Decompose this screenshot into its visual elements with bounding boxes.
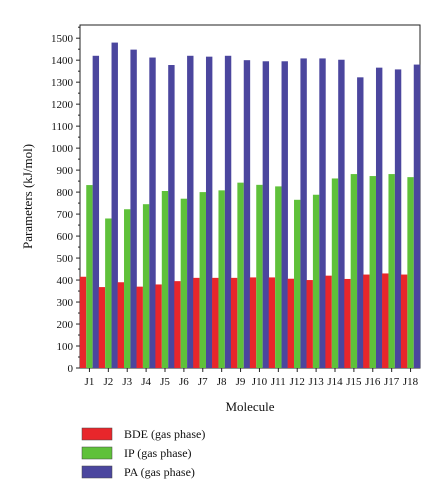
x-tick-label: J18 <box>403 376 419 388</box>
legend-label: IP (gas phase) <box>124 446 192 460</box>
bar-ip-j12 <box>294 199 301 368</box>
bar-bde-j18 <box>400 274 408 368</box>
legend: BDE (gas phase) IP (gas phase) PA (gas pha… <box>81 427 205 479</box>
bar-bde-j10 <box>249 277 257 368</box>
bar-ip-j16 <box>369 176 376 368</box>
bar-bde-j17 <box>382 273 389 368</box>
bar-ip-j2 <box>105 218 112 368</box>
bar-ip-j1 <box>86 185 93 368</box>
y-tick-label: 200 <box>57 319 74 331</box>
bar-bde-j8 <box>212 277 219 368</box>
x-tick-label: J8 <box>217 376 227 388</box>
bar-ip-j6 <box>180 198 188 368</box>
legend-swatch <box>81 427 113 441</box>
bar-pa-j7 <box>205 56 213 369</box>
bar-pa-j11 <box>281 61 288 369</box>
bar-ip-j9 <box>237 182 244 368</box>
bar-pa-j12 <box>300 58 307 369</box>
bar-bde-j6 <box>174 281 181 368</box>
bar-bde-j12 <box>287 278 295 368</box>
y-tick-label: 500 <box>57 253 74 265</box>
bar-bde-j1 <box>79 276 87 368</box>
bar-pa-j13 <box>319 58 326 369</box>
y-tick-label: 300 <box>57 297 74 309</box>
bar-bde-j9 <box>230 277 238 368</box>
x-tick-label: J13 <box>308 376 324 388</box>
bar-pa-j14 <box>338 59 345 368</box>
bar-ip-j13 <box>312 194 320 368</box>
bar-bde-j3 <box>117 282 125 368</box>
x-tick-label: J14 <box>327 376 343 388</box>
y-tick-label: 100 <box>57 341 74 353</box>
y-tick-label: 1100 <box>51 121 73 133</box>
bar-ip-j8 <box>218 190 225 368</box>
bar-bde-j14 <box>325 275 332 368</box>
x-tick-label: J9 <box>236 376 246 388</box>
bar-pa-j3 <box>130 49 137 368</box>
x-tick-label: J10 <box>252 376 268 388</box>
bar-pa-j15 <box>357 77 364 368</box>
bar-pa-j5 <box>168 65 175 369</box>
y-tick-label: 800 <box>57 187 74 199</box>
bar-pa-j16 <box>375 67 383 369</box>
y-tick-label: 1500 <box>51 33 74 45</box>
y-tick-label: 400 <box>57 275 74 287</box>
x-tick-label: J2 <box>103 376 113 388</box>
y-tick-label: 700 <box>57 209 74 221</box>
x-tick-label: J7 <box>198 376 208 388</box>
y-tick-label: 600 <box>57 231 74 243</box>
bar-bde-j5 <box>155 284 162 368</box>
y-tick-label: 1400 <box>51 55 74 67</box>
bar-ip-j18 <box>407 177 414 368</box>
bar-ip-j5 <box>161 191 169 368</box>
legend-swatch <box>81 465 113 479</box>
x-tick-label: J12 <box>290 376 305 388</box>
bar-pa-j2 <box>111 42 118 368</box>
x-tick-label: J3 <box>122 376 132 388</box>
bar-bde-j4 <box>136 286 143 368</box>
bar-ip-j15 <box>350 174 358 368</box>
bar-ip-j10 <box>256 184 263 368</box>
bar-bde-j7 <box>193 277 200 368</box>
bar-pa-j17 <box>394 69 402 369</box>
x-tick-label: J6 <box>179 376 189 388</box>
y-tick-label: 1200 <box>51 99 74 111</box>
y-tick-label: 1000 <box>51 143 74 155</box>
legend-swatch <box>81 446 113 460</box>
y-tick-label: 1300 <box>51 77 74 89</box>
bar-pa-j9 <box>243 60 251 369</box>
x-tick-label: J11 <box>271 376 286 388</box>
bar-ip-j4 <box>142 204 150 368</box>
bar-bde-j16 <box>363 274 370 368</box>
legend-label: BDE (gas phase) <box>124 427 205 441</box>
plot-area: 0 100 200 300 400 500 600 700 800 900 1000 1100 1200… <box>51 24 421 388</box>
bar-bde-j13 <box>306 280 313 368</box>
bar-pa-j6 <box>187 55 194 369</box>
x-tick-label: J15 <box>346 376 362 388</box>
bar-pa-j4 <box>149 57 156 369</box>
x-tick-label: J1 <box>85 376 95 388</box>
x-axis-title: Molecule <box>225 399 274 414</box>
bar-pa-j18 <box>413 64 421 369</box>
bar-bde-j11 <box>268 277 276 368</box>
x-tick-label: J5 <box>160 376 170 388</box>
legend-label: PA (gas phase) <box>124 465 195 479</box>
bar-ip-j11 <box>275 186 282 368</box>
x-tick-label: J16 <box>365 376 381 388</box>
bar-pa-j10 <box>262 61 270 369</box>
bar-bde-j2 <box>98 287 106 368</box>
bar-bde-j15 <box>344 278 351 368</box>
bar-ip-j14 <box>331 178 339 368</box>
x-tick-label: J4 <box>141 376 151 388</box>
y-tick-label: 900 <box>57 165 74 177</box>
bar-pa-j8 <box>224 55 232 369</box>
bar-pa-j1 <box>92 55 100 369</box>
bar-ip-j7 <box>199 192 206 368</box>
x-tick-label: J17 <box>384 376 400 388</box>
y-axis-title: Parameters (kJ/mol) <box>20 144 35 249</box>
y-tick-label: 0 <box>68 363 74 375</box>
bar-ip-j3 <box>124 209 131 368</box>
bar-ip-j17 <box>388 174 395 368</box>
